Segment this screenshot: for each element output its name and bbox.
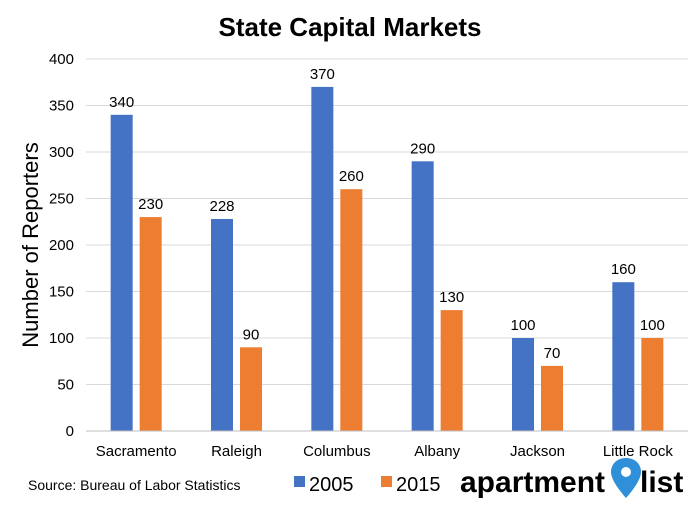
data-label-2005-sacramento: 340 [109,94,134,111]
data-label-2015-jackson: 70 [544,345,561,362]
y-tick-label: 300 [49,144,74,161]
y-tick-label: 0 [66,423,74,440]
data-label-2005-albany: 290 [410,140,435,157]
data-label-2015-little-rock: 100 [640,317,665,334]
bar-2005-jackson [512,338,534,431]
y-tick-label: 100 [49,330,74,347]
bar-2005-columbus [311,86,334,432]
data-label-2005-columbus: 370 [310,66,335,83]
data-labels: 340 230 228 90 370 260 290 130 100 70 160 100 [109,66,665,362]
data-label-2015-raleigh: 90 [243,326,260,343]
data-label-2005-jackson: 100 [510,317,535,334]
y-axis-ticks: 0 50 100 150 200 250 300 350 400 [49,51,74,440]
bar-2015-columbus [340,189,363,431]
bar-2015-sacramento [139,217,162,431]
legend-label-2005: 2005 [309,474,354,496]
y-tick-label: 200 [49,237,74,254]
y-tick-label: 350 [49,98,74,115]
bar-2015-little-rock [641,338,664,431]
legend-swatch-2005 [294,476,305,487]
category-label-little-rock: Little Rock [603,443,674,460]
category-labels: Sacramento Raleigh Columbus Albany Jackson Li… [96,443,674,460]
legend-swatch-2015 [381,476,392,487]
bar-2015-albany [440,310,463,431]
logo-word-list: list [640,466,683,499]
bar-2005-sacramento [110,114,133,432]
y-tick-label: 250 [49,191,74,208]
category-label-jackson: Jackson [510,443,565,460]
gridlines [86,58,688,385]
category-label-columbus: Columbus [303,443,371,460]
legend: 2005 2015 [294,474,441,496]
bars [110,86,664,432]
data-label-2015-albany: 130 [439,289,464,306]
y-axis-label: Number of Reporters [18,142,43,347]
category-label-sacramento: Sacramento [96,443,177,460]
bar-2015-jackson [541,365,563,431]
data-label-2005-raleigh: 228 [209,198,234,215]
category-label-albany: Albany [414,443,460,460]
y-tick-label: 50 [57,377,74,394]
source-note: Source: Bureau of Labor Statistics [28,477,240,493]
bar-2005-little-rock [612,282,635,431]
y-tick-label: 150 [49,284,74,301]
data-label-2005-little-rock: 160 [611,261,636,278]
y-tick-label: 400 [49,51,74,68]
data-label-2015-sacramento: 230 [138,196,163,213]
legend-label-2015: 2015 [396,474,441,496]
chart-title: State Capital Markets [219,12,482,42]
bar-2015-raleigh [240,347,262,431]
bar-2005-albany [411,161,434,432]
bar-2005-raleigh [211,218,233,431]
map-pin-icon [611,458,641,498]
logo-word-apartment: apartment [460,466,605,499]
data-label-2015-columbus: 260 [339,168,364,185]
category-label-raleigh: Raleigh [211,443,262,460]
apartment-list-logo: apartment list [460,458,683,499]
